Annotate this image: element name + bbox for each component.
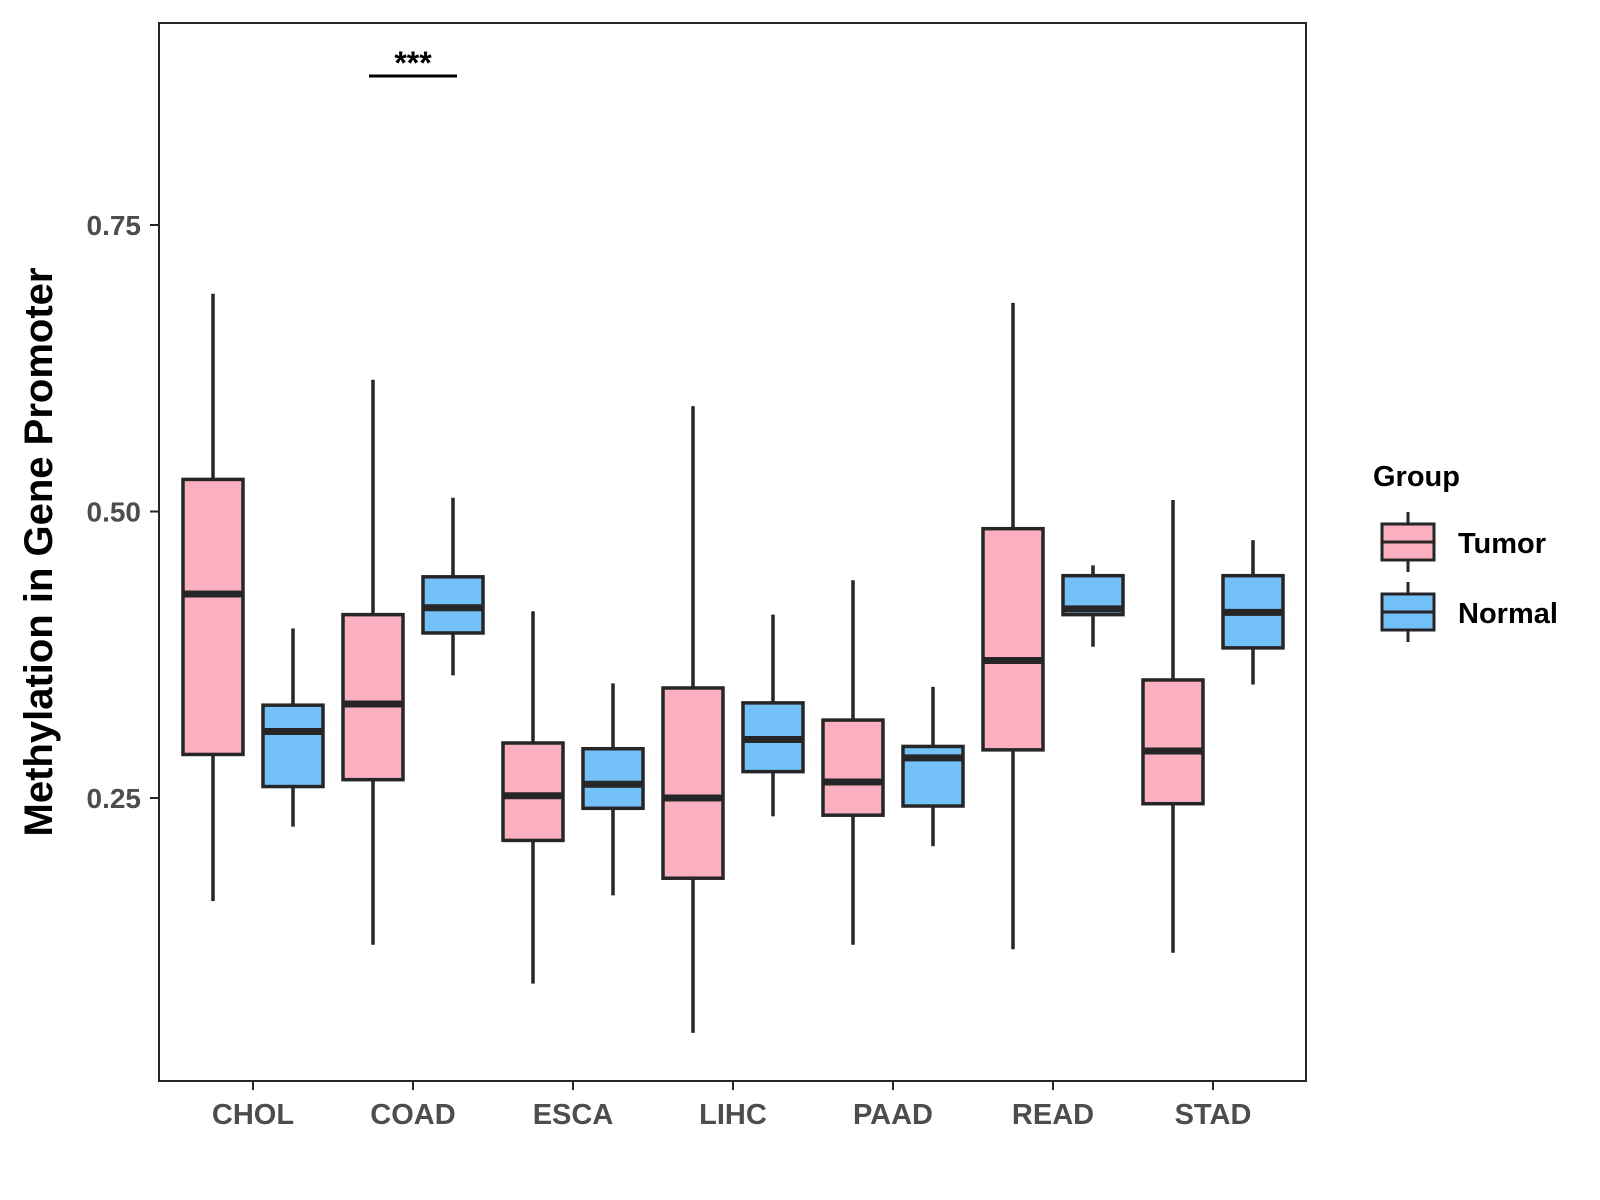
plot-panel (158, 22, 1307, 1082)
box-iqr (501, 741, 565, 843)
x-tick-label-coad: COAD (370, 1099, 455, 1131)
y-tick-label: 0.75 (87, 210, 142, 241)
legend-key-tumor (1380, 512, 1436, 572)
legend-key-normal (1380, 582, 1436, 642)
box-iqr (661, 686, 725, 880)
box-iqr (1141, 678, 1205, 806)
box-tumor-coad (341, 379, 405, 945)
box-iqr (181, 477, 245, 757)
box-normal-read (1061, 565, 1125, 647)
x-axis: CHOL COAD ESCA LIHC PAAD READ STAD (212, 1081, 1251, 1131)
x-tick-label-paad: PAAD (853, 1099, 933, 1131)
box-tumor-paad (821, 580, 885, 945)
y-axis: 0.25 0.50 0.75 (87, 210, 159, 814)
y-tick-label: 0.50 (87, 497, 142, 528)
box-series (181, 293, 1285, 1033)
box-normal-esca (581, 683, 645, 896)
x-tick-label-esca: ESCA (533, 1099, 614, 1131)
box-normal-paad (901, 686, 965, 847)
box-tumor-chol (181, 293, 245, 902)
x-tick-label-lihc: LIHC (699, 1099, 767, 1131)
x-tick-label-stad: STAD (1175, 1099, 1252, 1131)
y-axis-title: Methylation in Gene Promoter (17, 268, 61, 837)
box-iqr (341, 612, 405, 782)
legend-label-normal: Normal (1458, 598, 1558, 630)
legend-title: Group (1373, 461, 1460, 493)
box-tumor-lihc (661, 406, 725, 1033)
y-tick-label: 0.25 (87, 783, 142, 814)
box-normal-stad (1221, 540, 1285, 685)
box-iqr (581, 746, 645, 811)
significance-annotations: *** (369, 45, 457, 81)
box-tumor-stad (1141, 500, 1205, 953)
box-normal-lihc (741, 614, 805, 817)
legend: Group Tumor Normal (1373, 461, 1558, 642)
box-tumor-esca (501, 611, 565, 984)
x-tick-label-chol: CHOL (212, 1099, 294, 1131)
box-tumor-read (981, 302, 1045, 950)
x-tick-label-read: READ (1012, 1099, 1094, 1131)
box-normal-chol (261, 628, 325, 827)
significance-label: *** (394, 45, 432, 81)
box-iqr (261, 703, 325, 789)
legend-label-tumor: Tumor (1458, 528, 1546, 560)
box-iqr (821, 718, 885, 817)
box-normal-coad (421, 497, 485, 676)
box-iqr (981, 526, 1045, 752)
